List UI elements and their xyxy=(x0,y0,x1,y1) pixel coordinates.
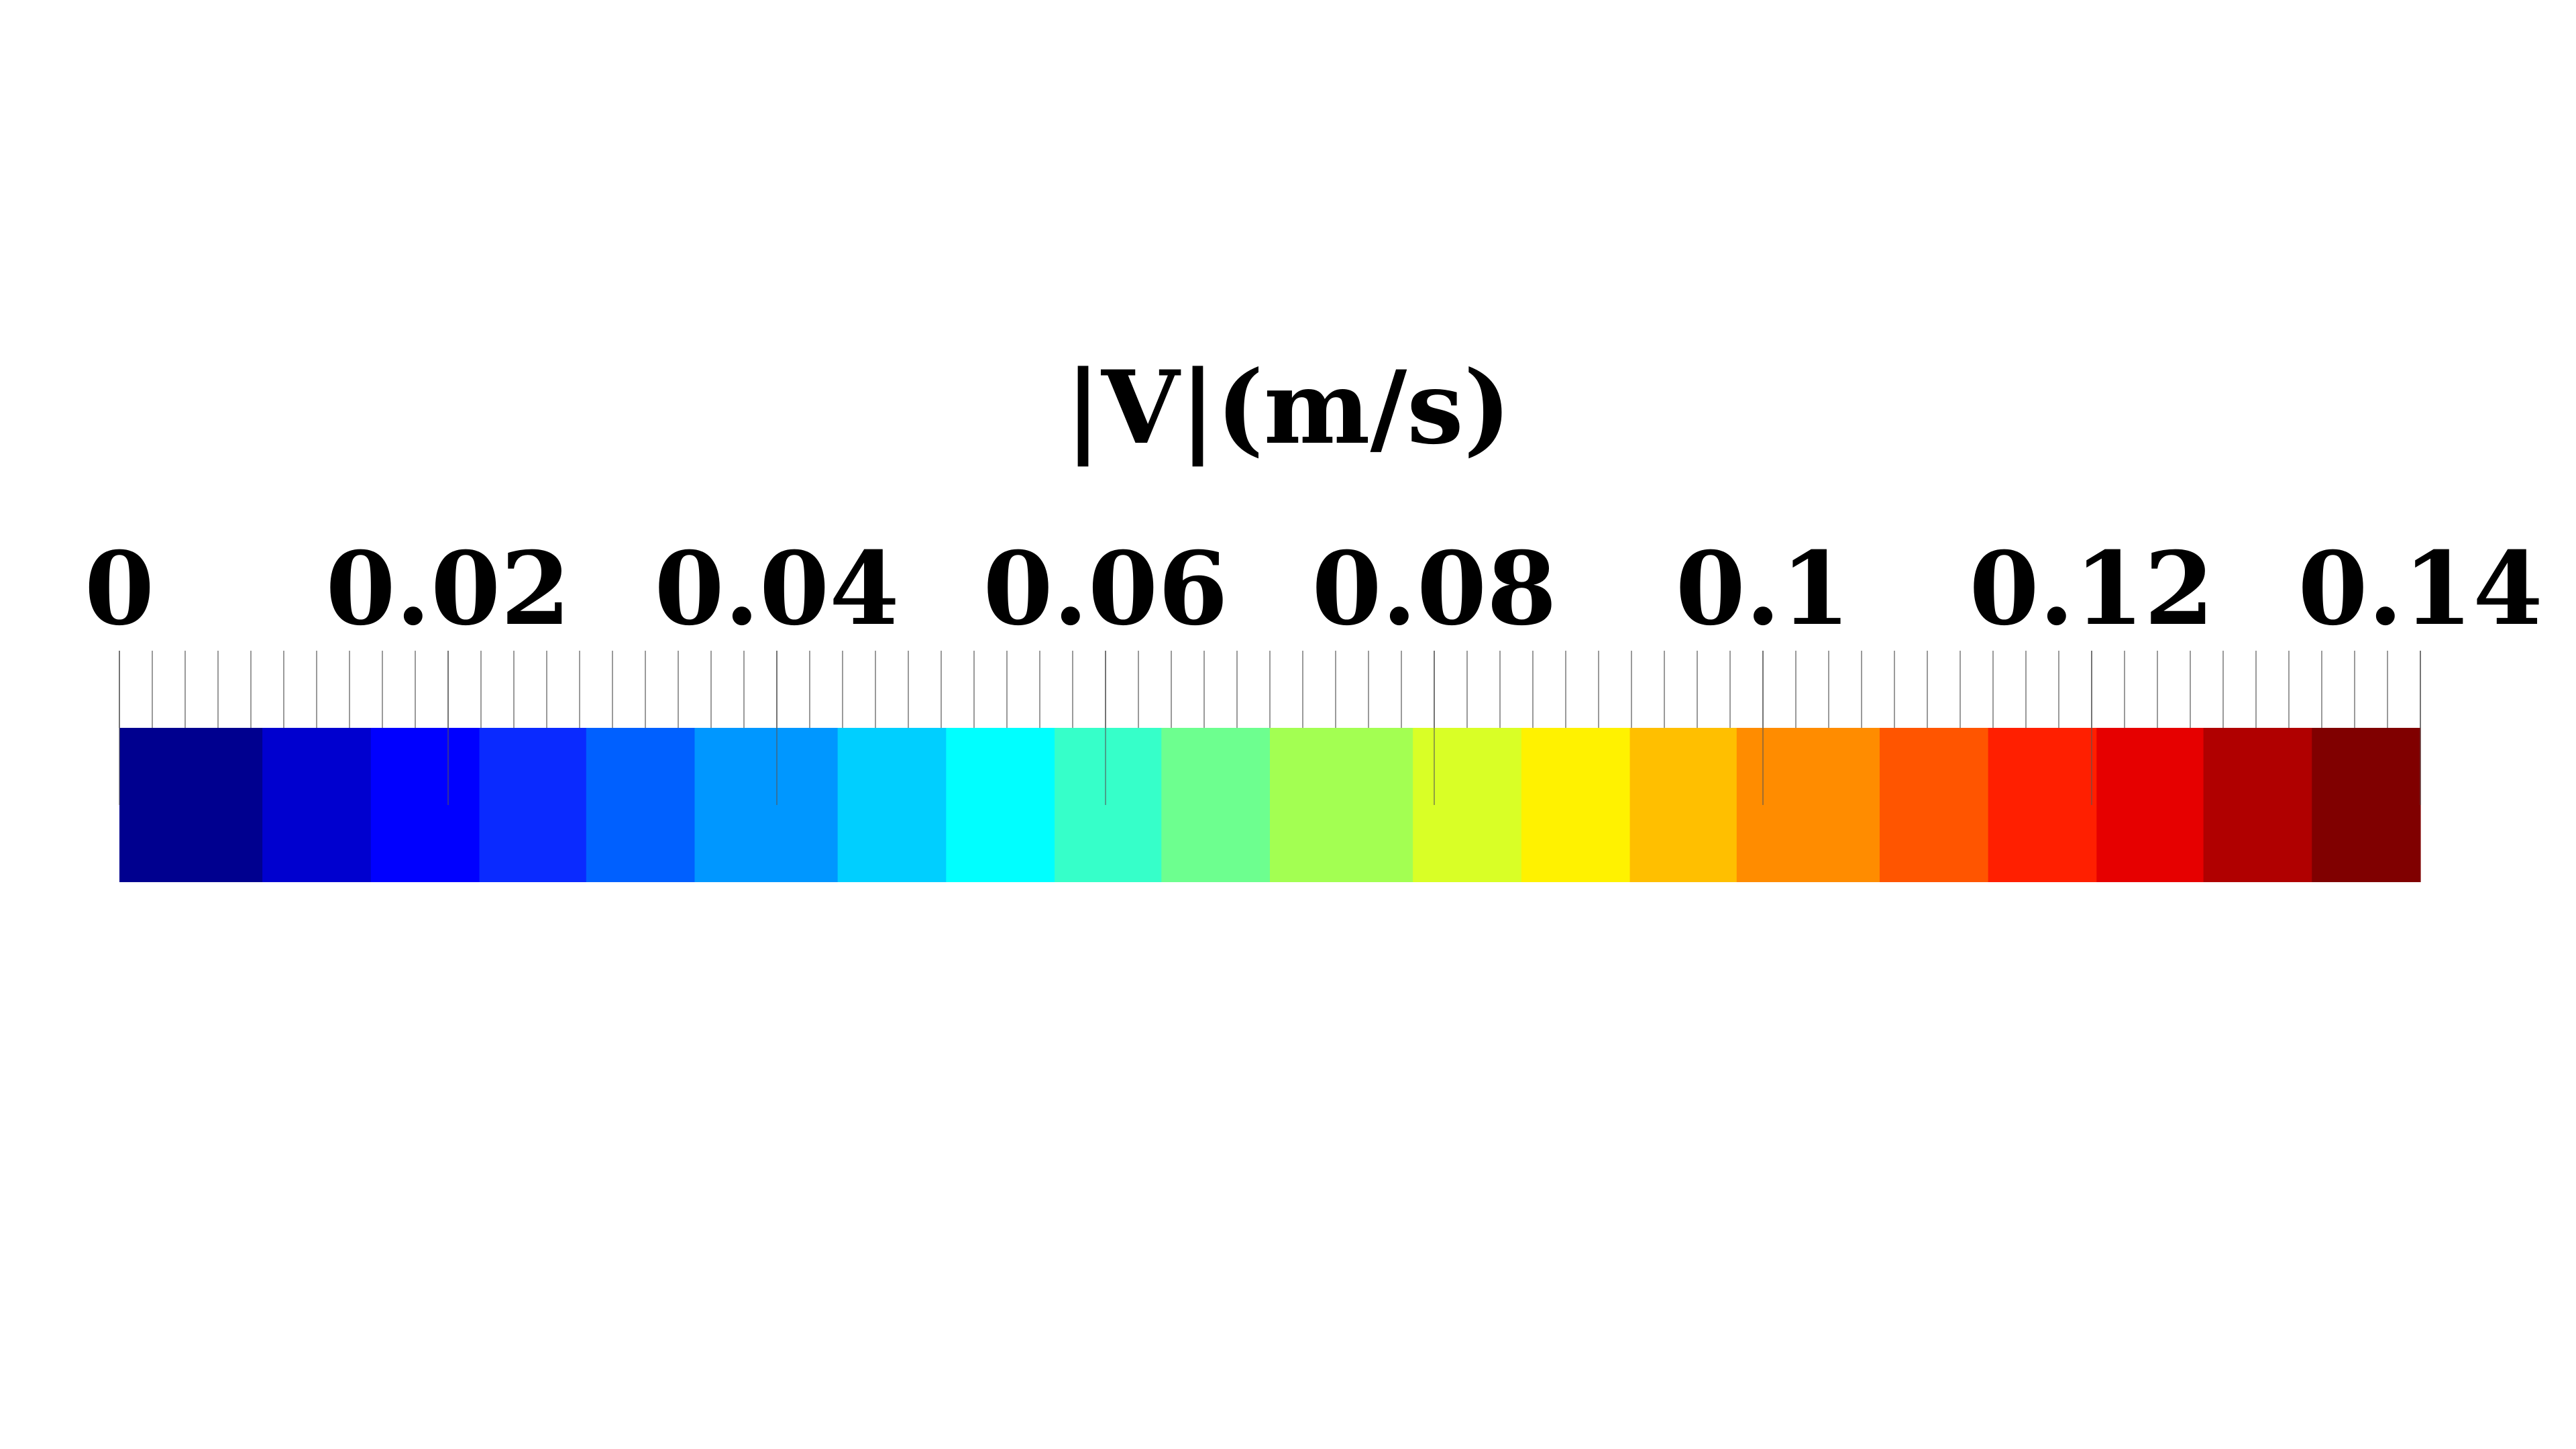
tick-label-0: 0 xyxy=(85,530,154,648)
tick-label-1: 0.02 xyxy=(325,530,570,648)
color-bin-12 xyxy=(1521,728,1631,882)
tick-label-5: 0.1 xyxy=(1676,530,1851,648)
tick-label-4: 0.08 xyxy=(1311,530,1556,648)
tick-label-3: 0.06 xyxy=(983,530,1228,648)
tick-label-6: 0.12 xyxy=(1969,530,2214,648)
color-bin-9 xyxy=(1161,728,1271,882)
color-bin-11 xyxy=(1413,728,1522,882)
color-bin-19 xyxy=(2312,728,2421,882)
color-bin-5 xyxy=(694,728,839,882)
color-bin-4 xyxy=(586,728,696,882)
color-bin-14 xyxy=(1736,728,1880,882)
tick-labels: 0 0.02 0.04 0.06 0.08 0.1 0.12 0.14 xyxy=(85,530,2543,648)
color-bin-2 xyxy=(370,728,480,882)
color-bin-7 xyxy=(946,728,1055,882)
color-bin-3 xyxy=(479,728,587,882)
color-bin-13 xyxy=(1629,728,1737,882)
color-bin-6 xyxy=(837,728,947,882)
color-bin-1 xyxy=(262,728,372,882)
color-bin-18 xyxy=(2203,728,2312,882)
color-bin-8 xyxy=(1055,728,1162,882)
color-bin-15 xyxy=(1879,728,1989,882)
color-bin-0 xyxy=(119,728,263,882)
colorbar-title: |V|(m/s) xyxy=(1065,349,1511,467)
color-bin-10 xyxy=(1270,728,1413,882)
tick-marks xyxy=(119,651,2421,728)
color-bins xyxy=(119,728,2421,882)
tick-label-2: 0.04 xyxy=(654,530,899,648)
color-bin-17 xyxy=(2096,728,2204,882)
inner-tick-marks xyxy=(119,651,2421,805)
tick-label-7: 0.14 xyxy=(2298,530,2542,648)
color-bin-16 xyxy=(1988,728,2097,882)
